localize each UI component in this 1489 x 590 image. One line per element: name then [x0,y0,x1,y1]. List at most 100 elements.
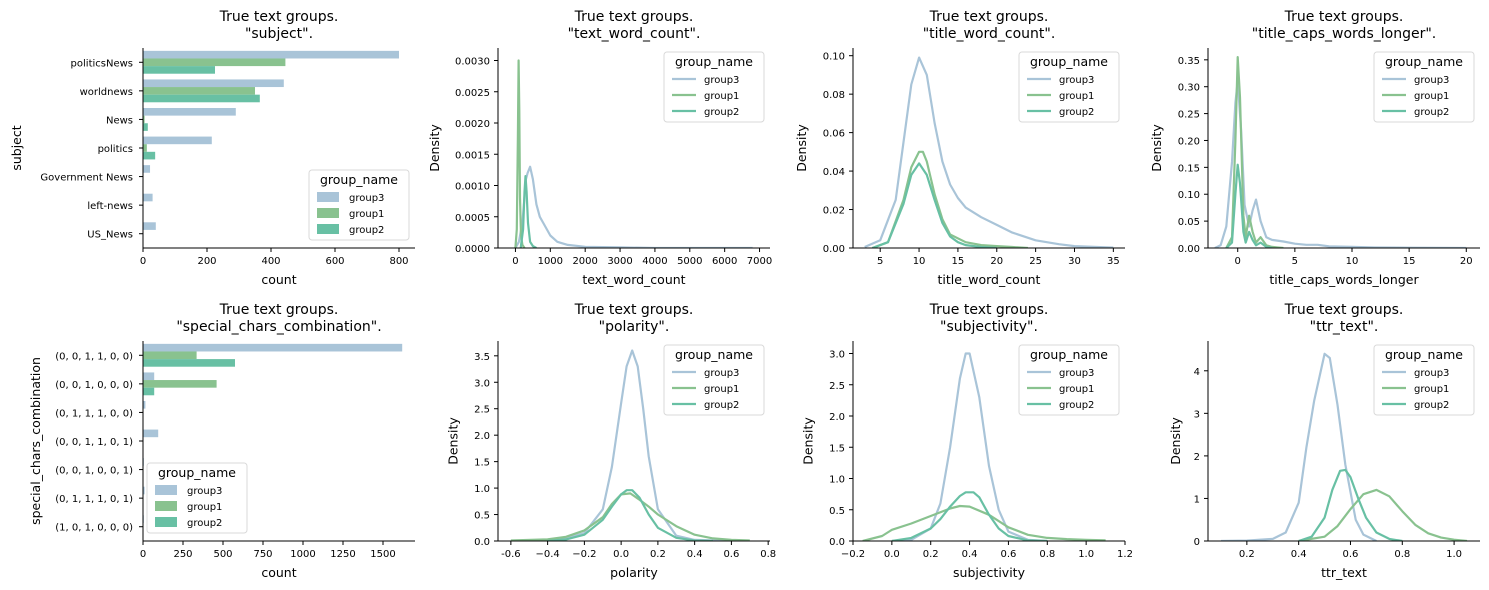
series-line-group1 [872,150,1028,248]
chart-title-line: True text groups. [219,9,339,25]
x-tick-label: 1.0 [1446,549,1462,560]
x-tick-label: 10 [1346,256,1359,267]
y-tick-label: 0.0010 [455,182,490,193]
bar-group3 [143,486,145,495]
x-tick-label: 1500 [370,549,395,560]
y-tick-label: 3.0 [474,378,490,389]
legend-label-group3: group3 [704,368,739,379]
legend-box [1373,344,1475,416]
y-tick-label: 2.5 [474,405,490,416]
chart-title-line: "special_chars_combination". [176,319,381,335]
legend-box [1373,51,1475,123]
y-tick-label: 0.15 [1178,163,1200,174]
y-tick-label: 3.0 [829,350,845,361]
chart-title-line: "ttr_text". [1310,319,1379,335]
y-tick-label: 0.0005 [455,213,490,224]
x-tick-label: 250 [173,549,192,560]
x-tick-label: 400 [261,256,280,267]
bar-group3 [143,401,146,409]
series-line-group2 [519,175,537,248]
x-tick-label: 4000 [642,256,667,267]
y-tick-label: (0, 1, 1, 1, 0, 1) [55,494,133,505]
series-line-group3 [864,56,1114,248]
chart-panel-5: True text groups."special_chars_combinat… [28,302,415,580]
legend-label-group1: group1 [704,91,739,102]
y-axis-label: Density [794,124,809,172]
y-tick-label: 0.06 [823,129,845,140]
y-tick-label: 2.0 [829,412,845,423]
x-tick-label: 0 [140,549,146,560]
x-tick-label: 15 [952,256,965,267]
legend-title: group_name [1030,347,1108,362]
x-tick-label: 6000 [712,256,737,267]
x-tick-label: 0.8 [1039,549,1055,560]
bar-group1 [143,351,197,360]
y-tick-label: 0.00 [823,244,845,255]
x-tick-label: 750 [253,549,272,560]
legend-label-group2: group2 [187,518,222,529]
legend: group_name group3 group1 group2 [1373,51,1475,123]
chart-panel-4: True text groups."title_caps_words_longe… [1149,9,1480,287]
series-line-group3 [1214,80,1467,248]
legend-box [146,462,248,534]
x-tick-label: 0.2 [1239,549,1255,560]
series-line-group3 [514,165,753,248]
legend-label-group1: group1 [704,384,739,395]
legend-label-group2: group2 [1414,400,1449,411]
bar-group2 [143,359,235,367]
chart-title-line: True text groups. [574,9,694,25]
x-tick-label: 0 [1235,256,1241,267]
chart-panel-2: True text groups."text_word_count". 0 1000… [427,9,772,287]
x-tick-label: 0.4 [962,549,978,560]
x-axis-label: subjectivity [953,565,1026,580]
x-tick-label: 5 [877,256,883,267]
y-axis-label: Density [800,417,815,465]
legend-label-group1: group1 [1059,91,1094,102]
y-tick-label: 1.5 [474,458,490,469]
bar-group2 [143,151,156,160]
x-tick-label: 20 [990,256,1003,267]
y-tick-label: 2.5 [829,381,845,392]
y-tick-label: 1.0 [474,484,490,495]
chart-title-line: "polarity". [599,319,670,335]
x-axis-label: title_word_count [938,272,1041,287]
legend: group_name group3 group1 group2 [1018,51,1120,123]
y-tick-label: Government News [40,173,133,184]
legend-title: group_name [675,347,753,362]
bar-group3 [143,193,153,202]
chart-panel-8: True text groups."ttr_text". 0.2 0.4 0.6 0.8… [1168,302,1480,580]
bar-group3 [143,50,399,59]
series-line-group2 [891,491,1048,541]
legend-label-group2: group2 [349,225,384,236]
legend-label-group3: group3 [1414,75,1449,86]
y-tick-label: (0, 0, 1, 1, 0, 1) [55,437,133,448]
x-axis-label: polarity [610,565,658,580]
y-tick-label: 0.10 [823,52,845,63]
legend-label-group1: group1 [1059,384,1094,395]
bar-group3 [143,343,403,352]
x-axis-label: title_caps_words_longer [1269,272,1419,287]
x-tick-label: 10 [913,256,926,267]
legend: group_name group3 group1 group2 [1018,344,1120,416]
y-tick-label: 0.20 [1178,136,1200,147]
x-tick-label: 2000 [572,256,597,267]
legend: group_name group3 group1 group2 [663,51,765,123]
legend-label-group1: group1 [1414,91,1449,102]
x-tick-label: 20 [1460,256,1473,267]
y-tick-label: 0.04 [823,167,845,178]
chart-title-line: "title_word_count". [923,26,1056,42]
x-tick-label: −0.2 [841,549,865,560]
y-tick-label: US_News [87,230,133,241]
y-axis-label: special_chars_combination [28,357,43,525]
legend-box [1018,51,1120,123]
x-tick-label: 1000 [538,256,563,267]
bar-group3 [143,165,151,173]
y-tick-label: 3 [1194,409,1200,420]
y-tick-label: (0, 0, 1, 0, 0, 1) [55,466,133,477]
y-tick-label: 0.25 [1178,110,1200,121]
x-tick-label: 30 [1068,256,1081,267]
series-line-group3 [891,352,1048,541]
series-line-group1 [1298,488,1468,541]
y-tick-label: 1.0 [829,475,845,486]
